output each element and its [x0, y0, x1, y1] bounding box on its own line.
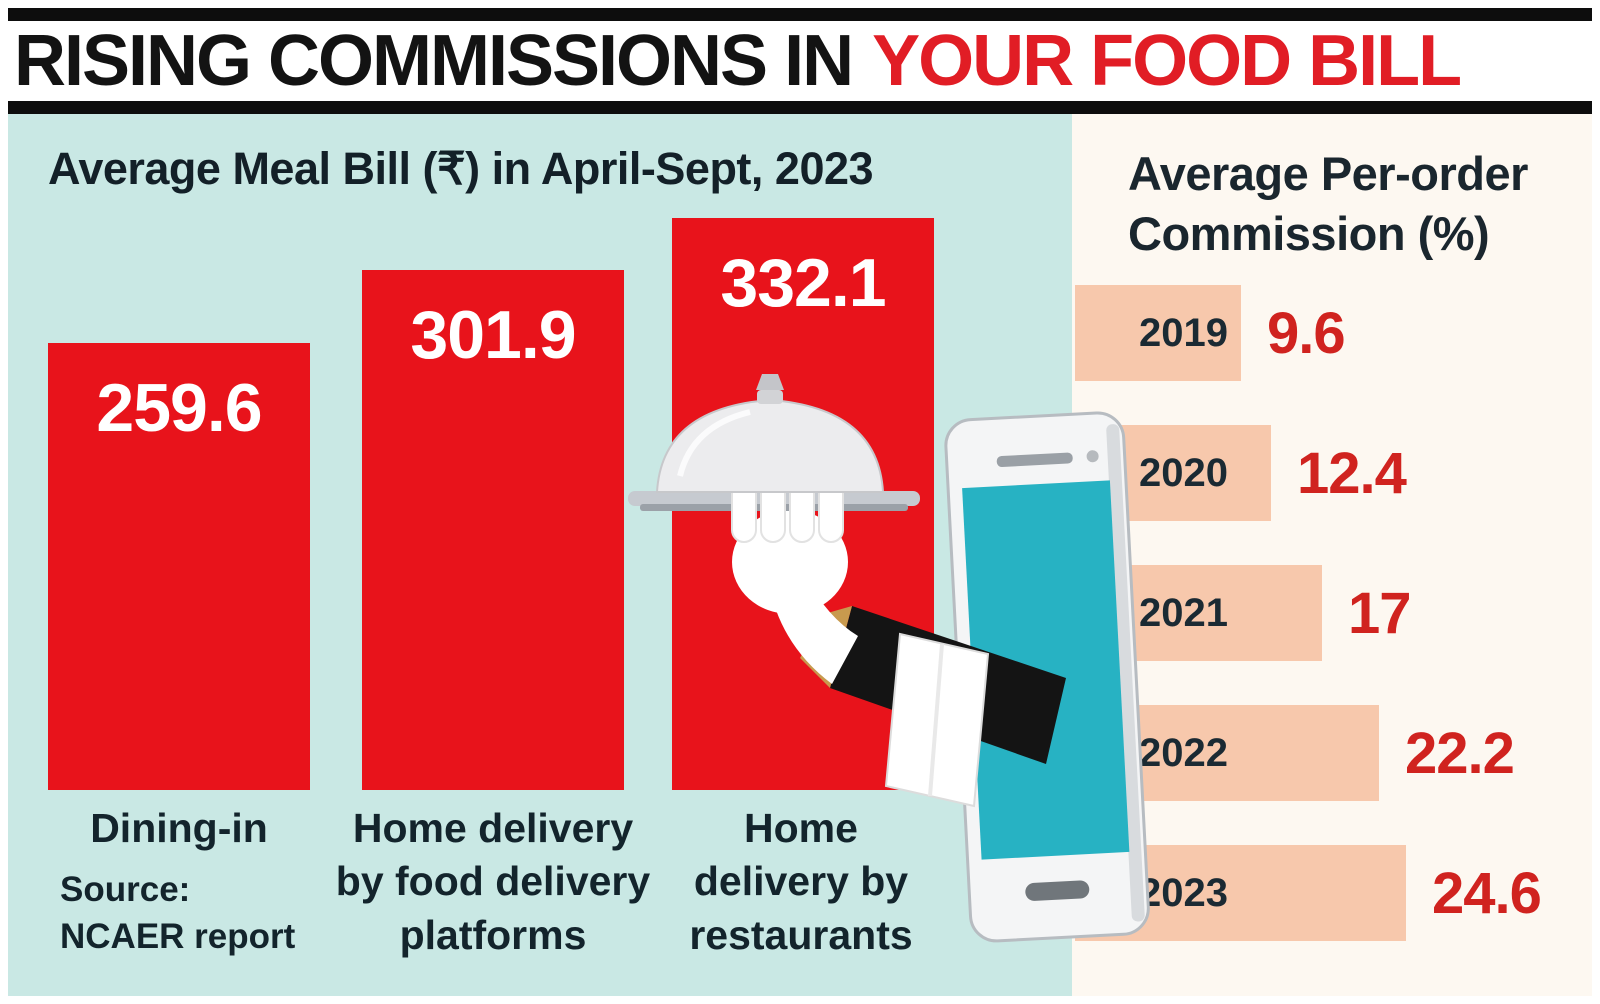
- bar-home-delivery-platforms: 301.9: [362, 270, 624, 790]
- bar-label-home-delivery-platforms: Home delivery by food delivery platforms: [335, 805, 651, 958]
- commission-bar: 2021: [1075, 565, 1322, 661]
- headline-red: YOUR FOOD BILL: [872, 21, 1462, 101]
- content: Average Meal Bill (₹) in April-Sept, 202…: [0, 114, 1600, 996]
- commission-row-2020: 2020 12.4: [1075, 425, 1407, 521]
- commission-panel: Average Per-order Commission (%) 2019 9.…: [1072, 114, 1592, 996]
- bar-value: 301.9: [410, 297, 576, 373]
- commission-row-2021: 2021 17: [1075, 565, 1412, 661]
- commission-value: 12.4: [1297, 440, 1407, 506]
- bar-dining-in: 259.6: [48, 343, 310, 790]
- commission-row-2023: 2023 24.6: [1075, 845, 1542, 941]
- commission-bar: 2019: [1075, 285, 1241, 381]
- commission-value: 22.2: [1405, 720, 1515, 786]
- commission-row-2022: 2022 22.2: [1075, 705, 1515, 801]
- headline-rule: [8, 101, 1592, 114]
- bar-label-home-delivery-restaurants: Home delivery by restaurants: [689, 805, 913, 958]
- meal-bill-title: Average Meal Bill (₹) in April-Sept, 202…: [48, 143, 874, 194]
- commission-bar: 2022: [1075, 705, 1379, 801]
- bar-label-dining-in: Dining-in: [90, 805, 268, 851]
- year-label: 2020: [1139, 450, 1228, 495]
- commission-value: 24.6: [1432, 860, 1542, 926]
- bar-value: 259.6: [96, 370, 262, 446]
- year-label: 2019: [1139, 310, 1228, 355]
- top-rule: [8, 8, 1592, 21]
- bar-value: 332.1: [720, 245, 886, 321]
- year-label: 2022: [1139, 730, 1228, 775]
- commission-row-2019: 2019 9.6: [1075, 285, 1346, 381]
- bar-home-delivery-restaurants: 332.1: [672, 218, 934, 790]
- commission-bar: 2023: [1075, 845, 1406, 941]
- meal-bill-panel: Average Meal Bill (₹) in April-Sept, 202…: [8, 114, 1072, 996]
- commission-title: Average Per-order Commission (%): [1128, 147, 1528, 261]
- commission-value: 17: [1348, 580, 1412, 646]
- source-note: Source: NCAER report: [60, 870, 296, 957]
- commission-value: 9.6: [1267, 300, 1346, 366]
- year-label: 2021: [1139, 590, 1228, 635]
- year-label: 2023: [1139, 870, 1228, 915]
- commission-bar: 2020: [1075, 425, 1271, 521]
- headline: RISING COMMISSIONS IN YOUR FOOD BILL: [14, 21, 1592, 101]
- headline-black: RISING COMMISSIONS IN: [14, 21, 854, 101]
